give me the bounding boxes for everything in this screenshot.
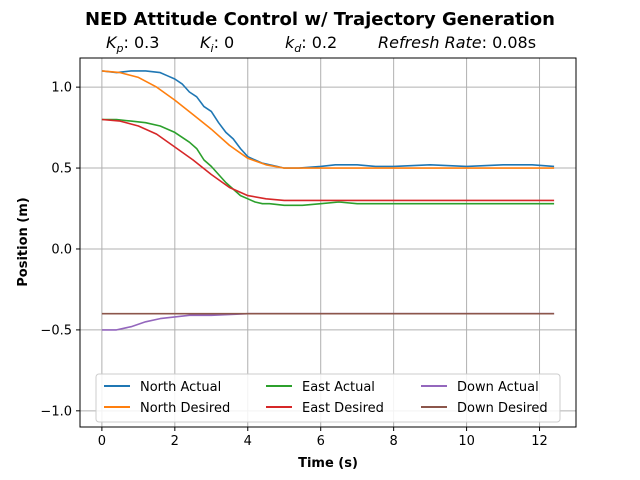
legend-label-down-desired: Down Desired — [457, 401, 548, 416]
y-tick-label: 1.0 — [51, 81, 72, 96]
x-tick-label: 6 — [317, 434, 325, 449]
x-tick-label: 10 — [458, 434, 475, 449]
series-group — [101, 70, 555, 331]
y-axis-label: Position (m) — [16, 197, 31, 286]
chart-title: NED Attitude Control w/ Trajectory Gener… — [85, 9, 555, 30]
chart-subtitle: Kp: 0.3 Ki: 0 kd: 0.2 Refresh Rate: 0.08… — [106, 33, 536, 55]
x-tick-label: 12 — [531, 434, 548, 449]
grid — [80, 58, 576, 427]
x-axis-label: Time (s) — [298, 456, 358, 471]
x-axis-ticks: 0 2 4 6 8 10 12 — [98, 427, 548, 449]
x-tick-label: 2 — [171, 434, 179, 449]
ki-param: Ki: 0 — [200, 33, 234, 55]
series-line-north-actual — [101, 70, 555, 169]
plot-frame — [79, 57, 577, 428]
legend-label-north-desired: North Desired — [140, 401, 230, 416]
x-tick-label: 0 — [98, 434, 106, 449]
legend-label-east-desired: East Desired — [302, 401, 384, 416]
refresh-rate-param: Refresh Rate: 0.08s — [378, 33, 536, 52]
series-line-east-actual — [101, 118, 555, 207]
kp-param: Kp: 0.3 — [106, 33, 159, 55]
series-line-east-desired — [101, 118, 555, 202]
series-line-down-actual — [101, 312, 555, 331]
y-axis-ticks: −1.0 −0.5 0.0 0.5 1.0 — [40, 81, 80, 419]
legend-label-east-actual: East Actual — [302, 380, 375, 395]
y-tick-label: 0.0 — [51, 242, 72, 257]
kd-param: kd: 0.2 — [285, 33, 337, 55]
x-tick-label: 4 — [244, 434, 252, 449]
x-tick-label: 8 — [390, 434, 398, 449]
legend-label-north-actual: North Actual — [140, 380, 221, 395]
y-tick-label: 0.5 — [51, 162, 72, 177]
y-tick-label: −0.5 — [40, 323, 72, 338]
y-tick-label: −1.0 — [40, 404, 72, 419]
series-line-north-desired — [101, 70, 555, 169]
legend-label-down-actual: Down Actual — [457, 380, 539, 395]
legend: North Actual North Desired East Actual East… — [95, 373, 561, 423]
